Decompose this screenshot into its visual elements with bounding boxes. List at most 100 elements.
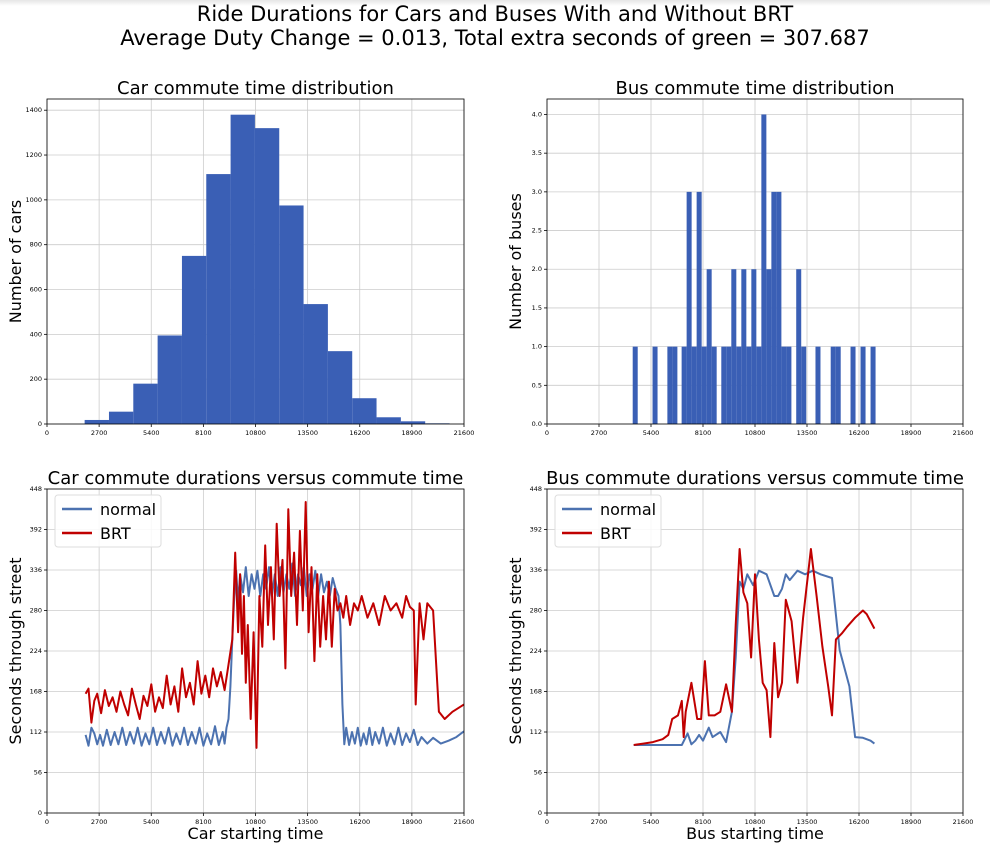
x-tick-label: 8100: [195, 429, 212, 437]
histogram-bar: [352, 398, 377, 424]
x-tick-label: 21600: [454, 429, 475, 437]
plot-frame: [546, 98, 964, 425]
x-tick-label: 8100: [695, 429, 712, 437]
histogram-bar: [279, 205, 304, 424]
y-tick-label: 0: [538, 809, 542, 817]
y-tick-label: 200: [30, 375, 42, 383]
histogram-bar: [835, 346, 841, 424]
x-tick-label: 18900: [402, 818, 423, 826]
histogram-bar: [870, 346, 876, 424]
histogram-bar: [711, 346, 717, 424]
y-tick-label: 224: [530, 647, 542, 655]
x-axis-label: Car starting time: [188, 824, 324, 843]
plot-frame: [546, 488, 964, 814]
histogram-bar: [796, 269, 802, 424]
y-tick-label: 448: [530, 485, 542, 493]
x-tick-label: 5400: [143, 429, 160, 437]
histogram-bar: [781, 346, 787, 424]
bus-hist-panel: 0 2700 5400 8100 10800 13500 16200 18900 21600 0.…: [506, 78, 973, 437]
histogram-bar: [776, 191, 782, 424]
histogram-bar: [815, 346, 821, 424]
y-tick-label: 448: [30, 485, 42, 493]
histogram-bar: [376, 417, 401, 424]
y-tick-label: 56: [34, 769, 42, 777]
lines: [84, 501, 464, 749]
bars: [632, 114, 876, 424]
histogram-bar: [850, 346, 856, 424]
x-tick-label: 2700: [91, 818, 108, 826]
histogram-bar: [303, 304, 328, 424]
legend-label-brt: BRT: [600, 524, 631, 543]
y-tick-label: 3.0: [532, 188, 542, 196]
y-tick-label: 400: [30, 330, 42, 338]
y-tick-label: 168: [530, 688, 542, 696]
y-tick-label: 600: [30, 286, 42, 294]
y-tick-label: 1200: [25, 151, 42, 159]
x-tick-label: 5400: [643, 429, 660, 437]
histogram-bar: [731, 269, 737, 424]
histogram-bar: [830, 346, 836, 424]
x-tick-label: 2700: [91, 429, 108, 437]
y-tick-label: 1.0: [532, 343, 542, 351]
bus-line-panel: 0 2700 5400 8100 10800 13500 16200 18900 21600 0 5…: [506, 468, 973, 843]
histogram-bar: [181, 255, 207, 424]
subplot-title: Car commute time distribution: [117, 78, 394, 99]
x-tick-label: 21600: [953, 818, 974, 826]
series-line-brt: [84, 501, 464, 749]
series-line-brt: [633, 548, 876, 746]
y-tick-label: 280: [30, 607, 42, 615]
histogram-bar: [652, 346, 658, 424]
histogram-bar: [133, 383, 158, 424]
histogram-bar: [766, 269, 772, 424]
x-tick-label: 16200: [349, 429, 370, 437]
figure-suptitle-line1: Ride Durations for Cars and Buses With a…: [196, 2, 794, 26]
y-tick-label: 56: [534, 769, 542, 777]
histogram-bar: [721, 346, 727, 424]
x-tick-label: 10800: [745, 429, 766, 437]
histogram-bar: [801, 346, 807, 424]
y-tick-label: 112: [30, 728, 42, 736]
x-tick-label: 8100: [695, 818, 712, 826]
x-tick-label: 13500: [797, 818, 818, 826]
subplot-title: Bus commute time distribution: [615, 78, 894, 99]
histogram-bar: [84, 419, 109, 424]
x-tick-label: 0: [545, 818, 549, 826]
x-tick-label: 21600: [454, 818, 475, 826]
histogram-bar: [860, 346, 866, 424]
histogram-bar: [206, 174, 231, 424]
x-tick-label: 2700: [591, 429, 608, 437]
x-tick-label: 18900: [901, 818, 922, 826]
lines: [633, 548, 876, 746]
legend-label-brt: BRT: [100, 524, 131, 543]
y-tick-label: 392: [530, 526, 542, 534]
x-tick-label: 21600: [953, 429, 974, 437]
histogram-bar: [771, 191, 777, 424]
y-tick-label: 0: [38, 420, 42, 428]
x-tick-label: 16200: [849, 429, 870, 437]
x-tick-label: 13500: [297, 818, 318, 826]
histogram-bar: [254, 128, 280, 424]
x-tick-label: 18900: [402, 429, 423, 437]
plot-frame: [46, 98, 465, 425]
histogram-bar: [681, 346, 687, 424]
y-tick-label: 1000: [25, 196, 42, 204]
x-tick-label: 8100: [195, 818, 212, 826]
y-tick-label: 3.5: [532, 149, 542, 157]
y-tick-label: 168: [30, 688, 42, 696]
bars: [84, 114, 450, 424]
histogram-bar: [786, 346, 792, 424]
legend-label-normal: normal: [100, 500, 156, 519]
histogram-bar: [751, 269, 757, 424]
car-line-panel: 0 2700 5400 8100 10800 13500 16200 18900 21600 0 5…: [6, 468, 474, 843]
x-tick-label: 16200: [349, 818, 370, 826]
y-tick-label: 800: [30, 241, 42, 249]
y-tick-label: 0.0: [532, 420, 542, 428]
histogram-bar: [761, 114, 767, 424]
y-tick-label: 4.0: [532, 110, 542, 118]
subplot-title: Bus commute durations versus commute tim…: [546, 468, 964, 489]
y-tick-label: 224: [30, 647, 42, 655]
histogram-bar: [672, 346, 678, 424]
y-tick-label: 280: [530, 607, 542, 615]
histogram-bar: [686, 191, 692, 424]
